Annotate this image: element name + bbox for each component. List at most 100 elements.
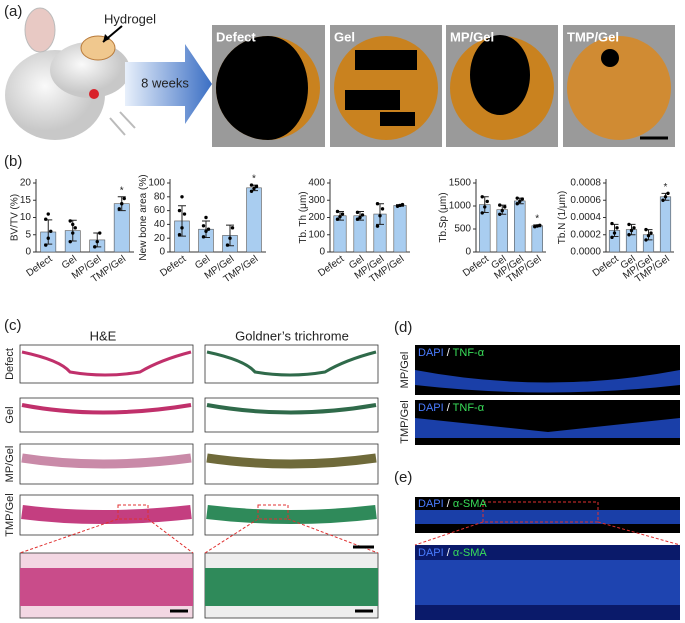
y-axis-label: Tb. Th (μm) (298, 191, 309, 243)
data-point (252, 186, 256, 191)
group-label: MP/Gel (450, 29, 494, 44)
data-point (68, 239, 72, 244)
histology-images (19, 344, 379, 619)
data-point (610, 235, 614, 240)
data-point (518, 199, 522, 204)
y-tick-label: 0 (465, 247, 471, 258)
data-point (180, 195, 184, 199)
data-point (632, 226, 636, 230)
bar (246, 187, 262, 253)
data-point (201, 224, 206, 228)
bar (393, 205, 407, 253)
data-point (515, 196, 519, 200)
y-tick-label: 0.0004 (570, 212, 601, 223)
y-tick-label: 0.0006 (570, 195, 601, 206)
significance-mark: * (120, 185, 124, 196)
data-point (95, 239, 99, 244)
data-point (627, 222, 631, 227)
data-point (249, 189, 254, 193)
y-tick-label: 400 (308, 178, 325, 189)
bar (496, 209, 508, 253)
y-tick-label: 100 (148, 178, 165, 189)
data-point (73, 226, 77, 230)
column-header: Goldner’s trichrome (235, 328, 349, 343)
data-point (120, 202, 124, 206)
data-point (375, 202, 380, 206)
y-tick-label: 80 (154, 191, 166, 202)
data-point (627, 233, 631, 237)
y-tick-label: 0 (319, 247, 325, 258)
y-tick-label: 200 (308, 212, 325, 223)
y-tick-label: 20 (20, 178, 32, 189)
panel-label: (a) (4, 3, 22, 20)
ct-images (212, 25, 675, 147)
data-point (71, 222, 75, 227)
column-header: H&E (90, 328, 117, 343)
group-label: TMP/Gel (567, 29, 619, 44)
data-point (649, 231, 653, 235)
data-point (485, 199, 489, 204)
stain-legend: DAPI / TNF-α (418, 402, 485, 414)
bar (333, 215, 347, 253)
y-tick-label: 0.0000 (570, 247, 601, 258)
panel-label: (b) (4, 153, 22, 170)
y-axis-label: Tb.Sp (μm) (438, 192, 449, 242)
data-point (335, 217, 340, 221)
significance-mark: * (252, 174, 256, 185)
data-point (380, 207, 385, 211)
stain-legend: DAPI / TNF-α (418, 347, 485, 359)
row-label: Defect (4, 348, 16, 380)
bar (514, 200, 526, 253)
row-label: MP/Gel (399, 352, 411, 389)
data-point (503, 205, 507, 209)
data-point (230, 226, 235, 230)
data-point (355, 210, 360, 215)
data-point (46, 212, 50, 216)
y-axis-label: Tb.N (1/μm) (557, 191, 568, 245)
row-label: MP/Gel (4, 446, 16, 483)
data-point (177, 208, 182, 213)
panel-label: (e) (394, 469, 412, 486)
data-point (480, 211, 484, 215)
y-axis-label: New bone area (%) (138, 174, 149, 260)
data-point (117, 207, 121, 211)
data-point (122, 196, 126, 201)
data-point (666, 191, 670, 196)
significance-mark: * (535, 214, 539, 225)
data-point (378, 214, 382, 218)
data-point (661, 198, 665, 202)
data-point (44, 217, 48, 221)
data-point (610, 221, 614, 226)
zoom-guides (414, 501, 681, 546)
data-point (340, 212, 345, 216)
data-point (663, 195, 668, 199)
arrow (125, 44, 212, 124)
data-point (68, 219, 72, 223)
y-tick-label: 100 (308, 229, 325, 240)
data-point (182, 212, 187, 216)
y-tick-label: 0.0008 (570, 178, 601, 189)
y-tick-label: 300 (308, 195, 325, 206)
y-tick-label: 15 (20, 195, 32, 206)
data-point (204, 215, 208, 220)
y-tick-label: 0 (25, 247, 31, 258)
y-tick-label: 500 (454, 224, 471, 235)
y-tick-label: 40 (154, 219, 166, 230)
row-label: TMP/Gel (4, 493, 16, 536)
data-point (46, 236, 50, 240)
data-point (538, 223, 542, 228)
data-point (480, 195, 484, 199)
data-point (629, 228, 634, 233)
data-point (335, 209, 340, 214)
data-point (206, 227, 211, 231)
bar (353, 215, 367, 253)
hydrogel-label: Hydrogel (104, 11, 156, 26)
data-point (360, 213, 365, 217)
data-point (228, 236, 232, 240)
data-point (400, 202, 405, 207)
significance-mark: * (664, 182, 668, 193)
data-point (355, 217, 360, 221)
data-point (515, 202, 519, 206)
data-point (498, 212, 502, 216)
